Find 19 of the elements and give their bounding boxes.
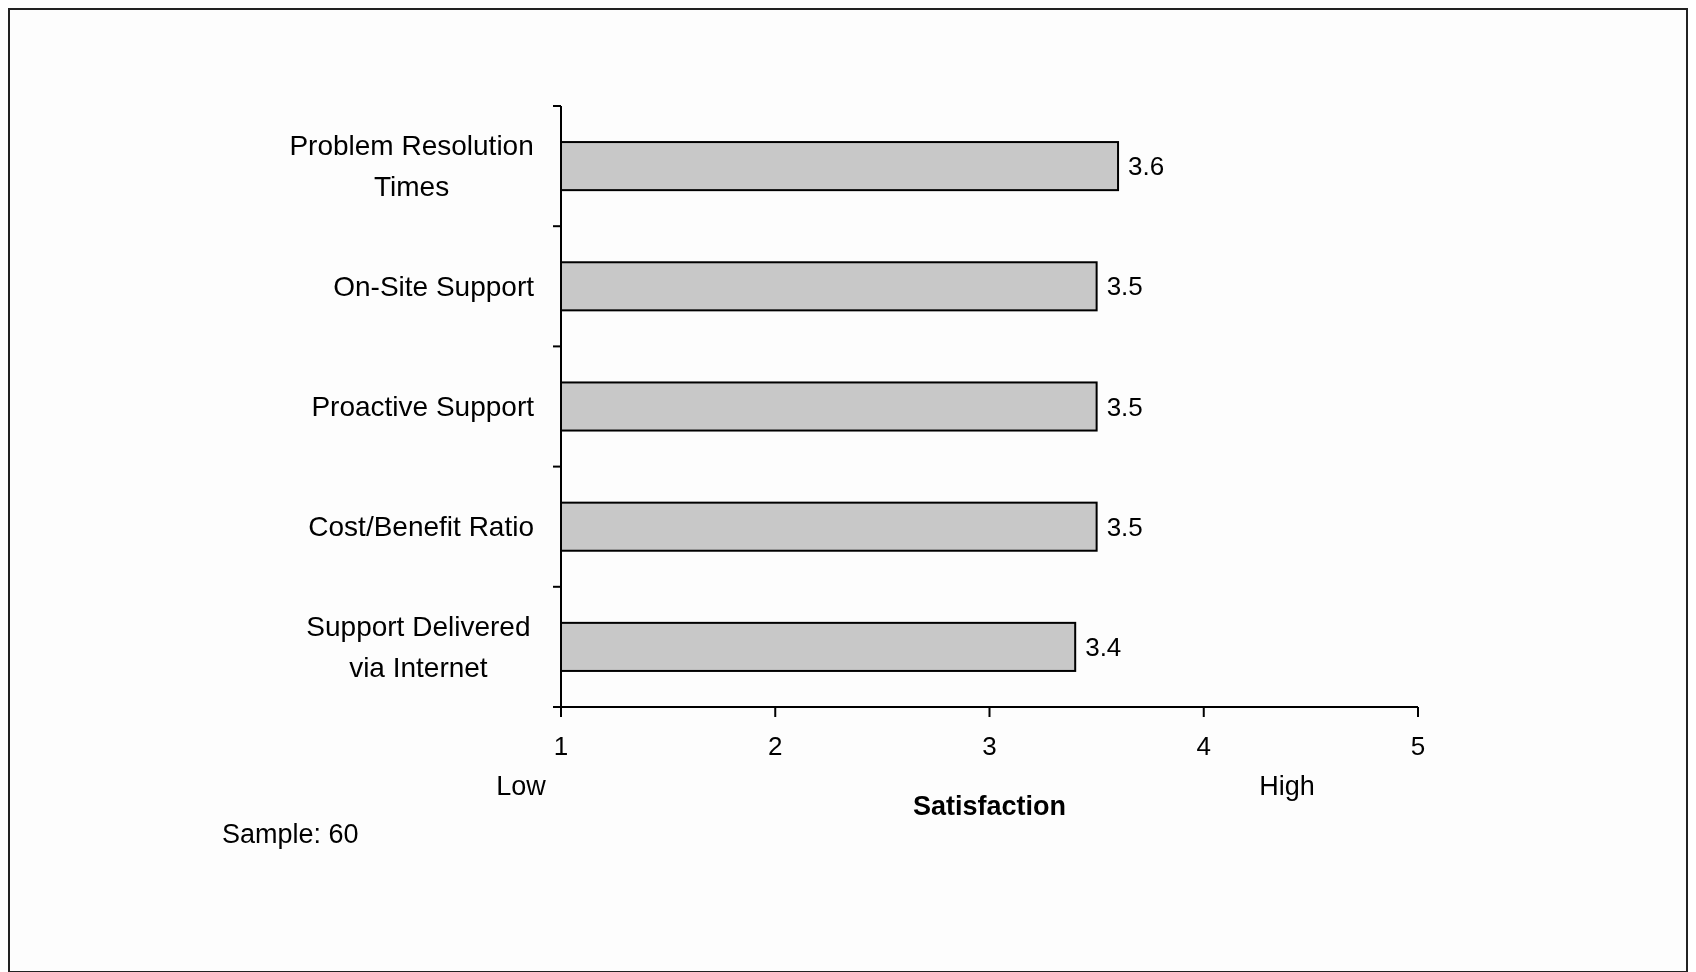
text: Sample: 60 — [222, 819, 359, 849]
y-tick-label: Support Delivered via Internet — [306, 610, 531, 683]
data-label: 3.5 — [1106, 511, 1143, 542]
text: Low — [496, 771, 547, 801]
data-label: 3.5 — [1106, 271, 1143, 302]
x-tick-label: 3 — [982, 731, 997, 761]
y-tick-label: On-Site Support — [333, 270, 535, 302]
x-axis-title: Satisfaction — [912, 791, 1067, 821]
x-tick-label: 4 — [1196, 731, 1211, 761]
x-tick-label: 1 — [553, 731, 569, 761]
text: High — [1259, 771, 1315, 801]
data-label: 3.4 — [1085, 631, 1122, 662]
y-tick-label: Proactive Support — [311, 391, 535, 422]
x-tick-label: 2 — [768, 731, 783, 761]
data-label: 3.5 — [1106, 391, 1143, 422]
y-tick-label: Cost/Benefit Ratio — [308, 511, 534, 543]
data-label: 3.6 — [1128, 151, 1165, 182]
x-tick-label: 5 — [1410, 731, 1426, 761]
y-tick-label: Problem Resolution Times — [289, 130, 534, 203]
